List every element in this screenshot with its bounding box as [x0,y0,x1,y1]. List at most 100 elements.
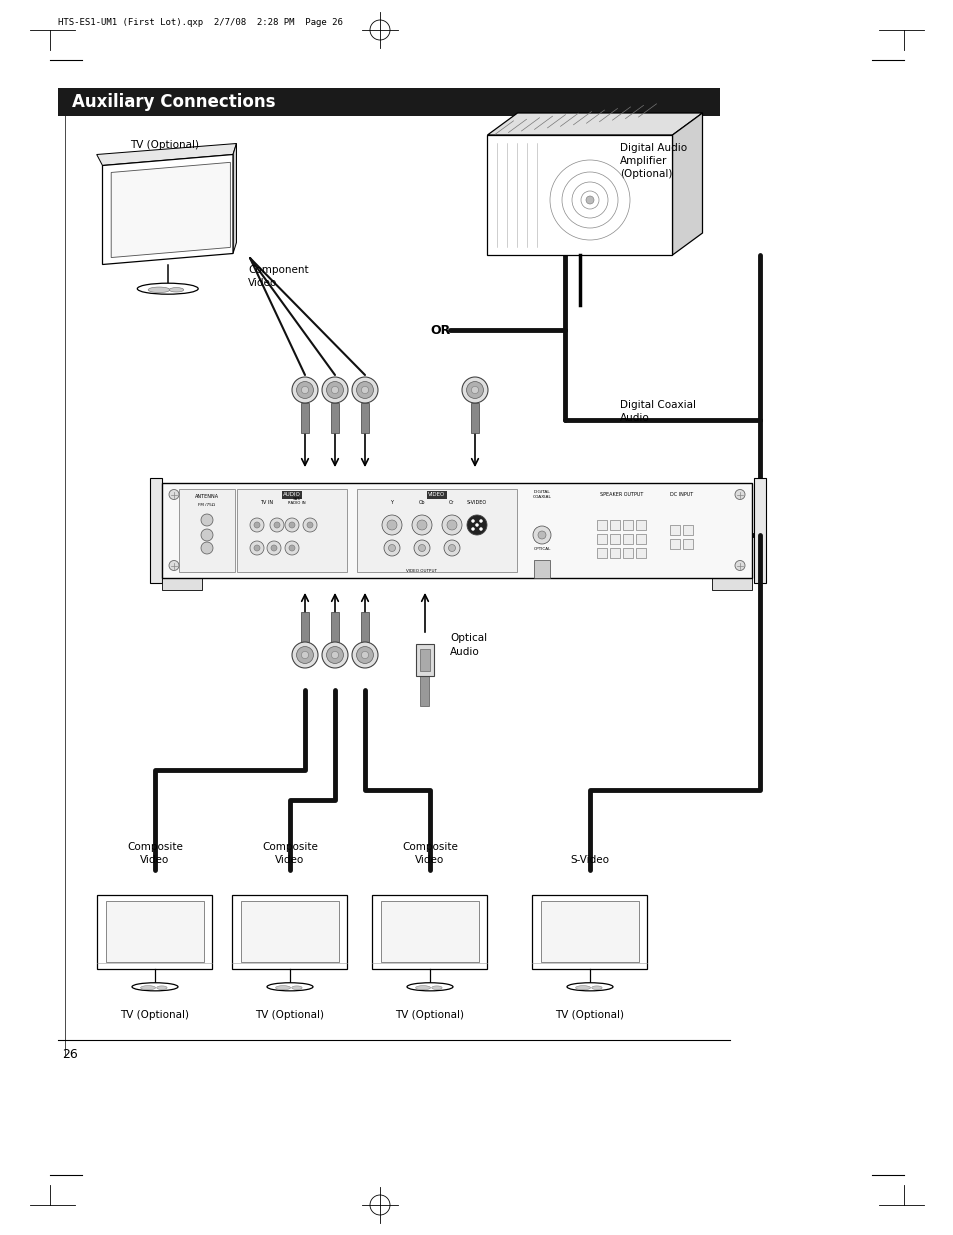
Circle shape [326,382,343,399]
Bar [597,548,606,558]
Circle shape [285,541,298,555]
Bar [609,534,619,543]
Ellipse shape [407,983,453,990]
Circle shape [289,522,294,529]
Text: ANTENNA: ANTENNA [194,494,219,499]
Bar [331,613,338,642]
Circle shape [331,651,338,658]
Circle shape [331,387,338,394]
Circle shape [479,520,482,522]
Bar [532,895,647,968]
Bar [162,578,202,589]
Circle shape [285,517,298,532]
Circle shape [461,377,488,403]
Circle shape [201,514,213,526]
Bar [361,403,369,433]
Bar [361,613,369,642]
Circle shape [467,515,486,535]
Circle shape [296,382,314,399]
Circle shape [271,545,276,551]
Text: 26: 26 [62,1049,77,1061]
Ellipse shape [575,986,590,989]
Bar [420,676,429,706]
Circle shape [381,515,401,535]
Bar [240,902,339,962]
Circle shape [292,377,317,403]
Circle shape [301,651,309,658]
Bar [534,559,550,578]
Bar [301,403,309,433]
Circle shape [448,545,455,552]
Circle shape [361,651,368,658]
Circle shape [289,545,294,551]
Circle shape [253,522,260,529]
Text: HTS-ES1-UM1 (First Lot).qxp  2/7/08  2:28 PM  Page 26: HTS-ES1-UM1 (First Lot).qxp 2/7/08 2:28 … [58,19,342,27]
Bar [58,88,720,116]
Bar [106,902,204,962]
Bar [356,489,517,572]
Circle shape [301,387,309,394]
Bar [372,895,487,968]
Text: Auxiliary Connections: Auxiliary Connections [71,93,275,111]
Ellipse shape [148,287,170,293]
Circle shape [169,561,179,571]
Text: Optical
Audio: Optical Audio [450,634,487,657]
Circle shape [475,524,478,526]
Text: DC INPUT: DC INPUT [670,493,693,498]
Ellipse shape [137,283,198,294]
Text: S-VIDEO: S-VIDEO [466,500,487,505]
Text: Digital Coaxial
Audio: Digital Coaxial Audio [619,400,696,424]
Circle shape [356,647,373,663]
Circle shape [322,642,348,668]
Bar [622,520,633,530]
Text: Y: Y [390,500,393,505]
Text: Cr: Cr [449,500,455,505]
Text: OR: OR [431,324,451,336]
Text: TV (Optional): TV (Optional) [120,1010,190,1020]
Text: SPEAKER OUTPUT: SPEAKER OUTPUT [599,493,643,498]
Ellipse shape [566,983,613,990]
Circle shape [447,520,456,530]
Text: Component
Video: Component Video [248,266,309,288]
Bar [236,489,347,572]
Bar [416,643,434,676]
Bar [609,548,619,558]
Polygon shape [672,112,701,254]
Circle shape [388,545,395,552]
Text: Composite
Video: Composite Video [262,842,317,864]
Circle shape [326,647,343,663]
Bar [597,520,606,530]
Text: Digital Audio
Amplifier
(Optional): Digital Audio Amplifier (Optional) [619,143,686,179]
Circle shape [734,561,744,571]
Circle shape [479,527,482,531]
Bar [669,525,679,535]
Bar [380,902,479,962]
Bar [331,403,338,433]
Circle shape [416,520,427,530]
Polygon shape [112,162,230,258]
Ellipse shape [156,986,167,989]
Ellipse shape [416,986,430,989]
Bar [682,525,692,535]
Bar [682,538,692,550]
Circle shape [352,642,377,668]
Ellipse shape [169,288,184,291]
Circle shape [296,647,314,663]
Circle shape [307,522,313,529]
Circle shape [267,541,281,555]
Ellipse shape [140,986,155,989]
Circle shape [250,541,264,555]
Circle shape [537,531,545,538]
Text: SAT/
RADIO IN: SAT/ RADIO IN [288,496,306,505]
Bar [753,478,765,583]
Circle shape [274,522,280,529]
Bar [419,648,430,671]
Text: TV (Optional): TV (Optional) [555,1010,624,1020]
Text: TV IN: TV IN [260,500,274,505]
Ellipse shape [275,986,291,989]
Text: VIDEO: VIDEO [428,493,445,498]
Circle shape [169,489,179,499]
Bar [162,483,751,578]
Circle shape [201,542,213,555]
Circle shape [471,527,474,531]
